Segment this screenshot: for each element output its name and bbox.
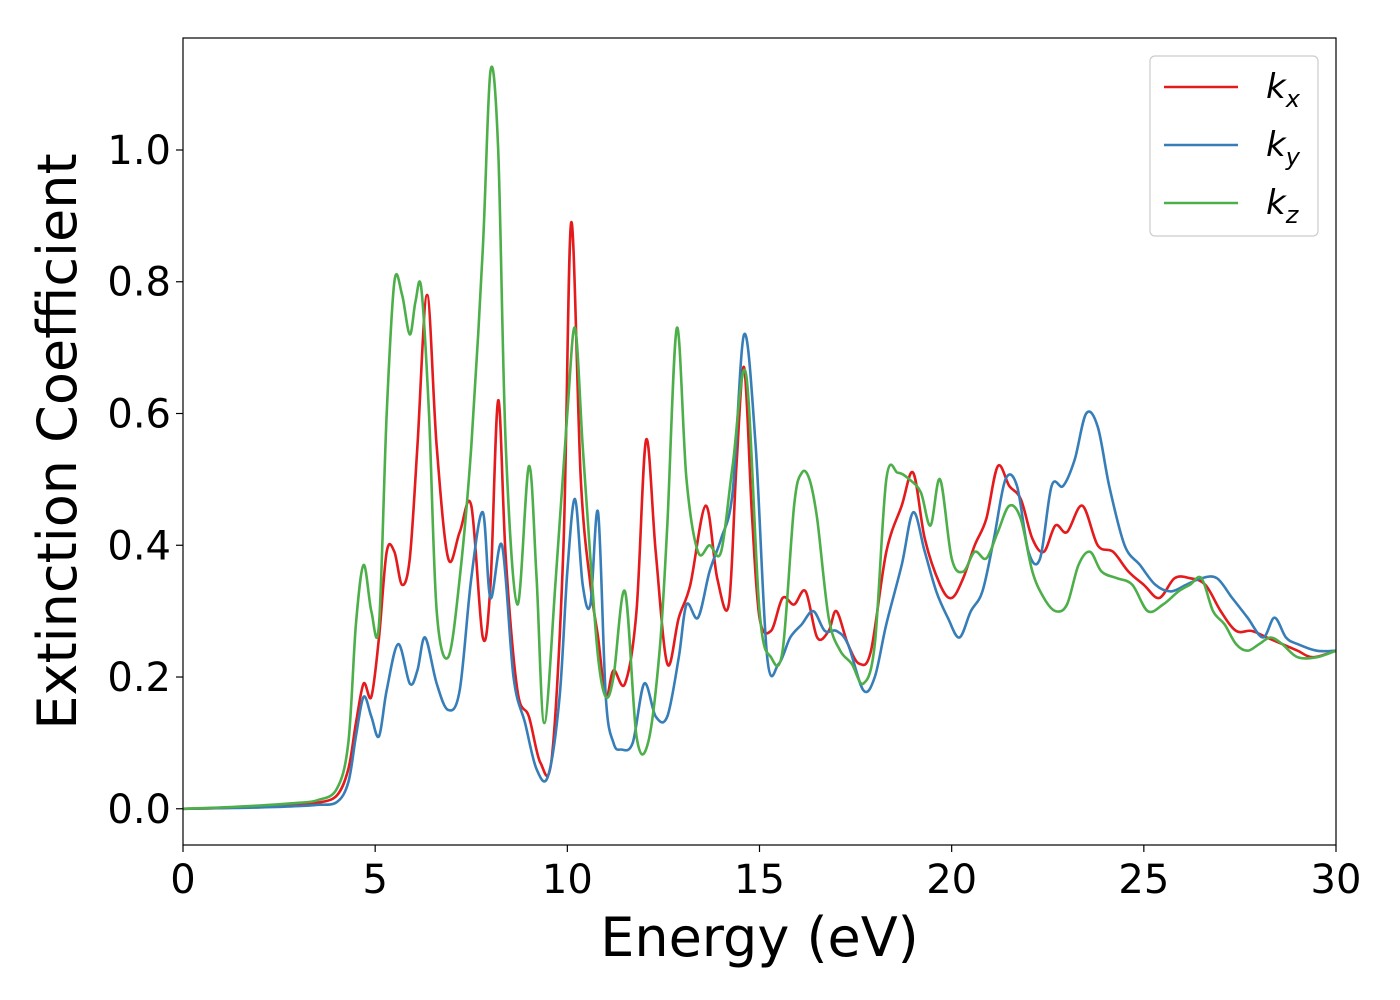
y-tick-label: 0.4 — [107, 523, 171, 569]
y-axis-title: Extinction Coefficient — [26, 153, 89, 729]
legend: kx ky kz — [1149, 55, 1319, 237]
x-tick-label: 20 — [926, 857, 977, 903]
series-line-kz — [182, 65, 1337, 811]
legend-label-ky: ky — [1266, 125, 1301, 171]
legend-label-kz: kz — [1266, 183, 1300, 229]
x-tick-label: 5 — [362, 857, 387, 903]
plot-lines — [182, 65, 1337, 811]
x-tick-label: 15 — [734, 857, 785, 903]
y-tick-label: 0.2 — [107, 655, 171, 701]
series-line-kx — [182, 221, 1337, 811]
y-tick-label: 0.0 — [107, 787, 171, 833]
x-tick-label: 30 — [1311, 857, 1362, 903]
x-tick-label: 25 — [1118, 857, 1169, 903]
x-axis-ticks: 0 5 10 15 20 25 30 — [170, 845, 1361, 903]
x-axis-title: Energy (eV) — [600, 906, 919, 969]
legend-label-kx: kx — [1266, 67, 1301, 113]
y-tick-label: 1.0 — [107, 128, 171, 174]
x-tick-label: 10 — [542, 857, 593, 903]
series-line-ky — [182, 332, 1337, 811]
y-tick-label: 0.6 — [107, 392, 171, 438]
y-axis-ticks: 0.0 0.2 0.4 0.6 0.8 1.0 — [107, 128, 183, 833]
x-tick-label: 0 — [170, 857, 195, 903]
y-tick-label: 0.8 — [107, 260, 171, 306]
